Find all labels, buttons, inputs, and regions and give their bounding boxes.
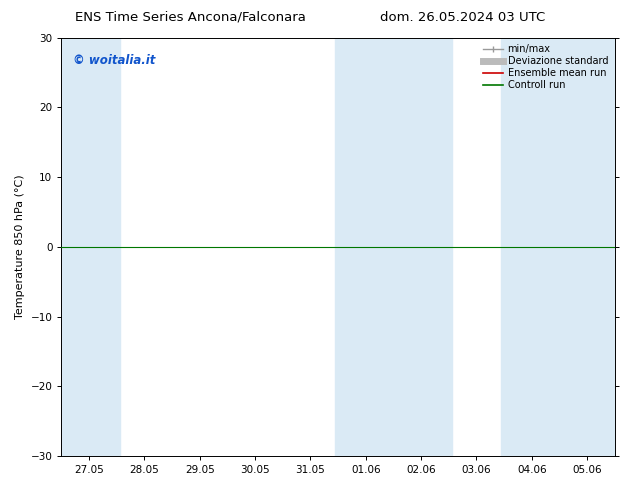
Text: © woitalia.it: © woitalia.it xyxy=(72,54,155,67)
Legend: min/max, Deviazione standard, Ensemble mean run, Controll run: min/max, Deviazione standard, Ensemble m… xyxy=(481,43,610,92)
Bar xyxy=(501,38,615,456)
Text: ENS Time Series Ancona/Falconara: ENS Time Series Ancona/Falconara xyxy=(75,11,306,24)
Bar xyxy=(335,38,451,456)
Y-axis label: Temperature 850 hPa (°C): Temperature 850 hPa (°C) xyxy=(15,174,25,319)
Bar xyxy=(61,38,120,456)
Text: dom. 26.05.2024 03 UTC: dom. 26.05.2024 03 UTC xyxy=(380,11,545,24)
